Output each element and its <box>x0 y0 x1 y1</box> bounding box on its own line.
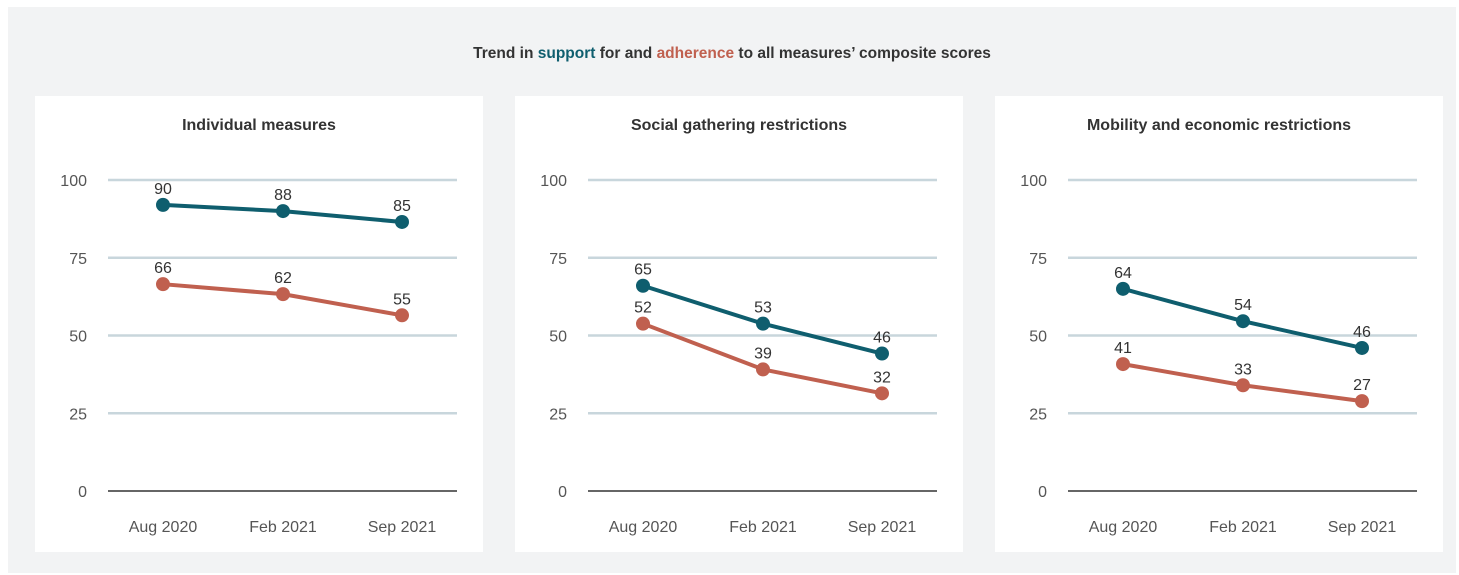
data-point-support <box>1355 340 1369 355</box>
panel-title: Social gathering restrictions <box>631 117 847 134</box>
data-label-support: 88 <box>274 187 292 204</box>
x-tick-label: Sep 2021 <box>1328 519 1397 536</box>
figure-title: Trend in support for and adherence to al… <box>8 45 1456 63</box>
y-tick-label: 50 <box>549 329 567 346</box>
data-point-adherence <box>756 362 770 377</box>
data-label-adherence: 66 <box>154 260 172 277</box>
data-label-adherence: 55 <box>393 291 411 308</box>
y-tick-label: 75 <box>1029 251 1047 268</box>
x-tick-label: Feb 2021 <box>249 519 317 536</box>
x-tick-label: Feb 2021 <box>729 519 797 536</box>
data-point-adherence <box>636 316 650 331</box>
y-tick-label: 25 <box>549 406 567 423</box>
x-tick-label: Sep 2021 <box>848 519 917 536</box>
chart-panel-social-gathering-restrictions: Social gathering restrictions 0 25 50 75 100 A… <box>515 96 963 552</box>
data-point-support <box>156 197 170 212</box>
y-tick-label: 50 <box>1029 329 1047 346</box>
y-tick-label: 0 <box>558 484 567 501</box>
data-label-support: 65 <box>634 262 652 279</box>
data-label-support: 46 <box>1353 324 1371 341</box>
title-keyword-adherence: adherence <box>656 45 735 62</box>
y-tick-label: 75 <box>549 251 567 268</box>
y-tick-label: 100 <box>1020 173 1047 190</box>
x-tick-label: Sep 2021 <box>368 519 437 536</box>
data-point-adherence <box>395 308 409 323</box>
y-tick-label: 25 <box>69 406 87 423</box>
data-label-adherence: 62 <box>274 270 292 287</box>
data-point-adherence <box>156 277 170 292</box>
y-tick-label: 0 <box>78 484 87 501</box>
data-point-adherence <box>276 287 290 302</box>
y-tick-label: 100 <box>540 173 567 190</box>
data-label-adherence: 41 <box>1114 340 1132 357</box>
data-point-support <box>756 316 770 331</box>
panel-title: Mobility and economic restrictions <box>1087 117 1351 134</box>
data-label-support: 53 <box>754 300 772 317</box>
y-tick-label: 25 <box>1029 406 1047 423</box>
title-part-3: for and <box>595 45 657 62</box>
chart-panel-mobility-economic-restrictions: Mobility and economic restrictions 0 25 50 7… <box>995 96 1443 552</box>
data-point-adherence <box>1236 378 1250 393</box>
data-point-adherence <box>1116 357 1130 372</box>
data-label-adherence: 27 <box>1353 377 1371 394</box>
x-tick-label: Aug 2020 <box>609 519 678 536</box>
title-part-5: to all measures’ composite scores <box>734 45 991 62</box>
data-label-support: 54 <box>1234 297 1252 314</box>
title-part-1: Trend in <box>473 45 538 62</box>
data-point-adherence <box>1355 394 1369 409</box>
data-label-support: 85 <box>393 198 411 215</box>
data-point-support <box>1236 314 1250 329</box>
data-label-support: 64 <box>1114 265 1132 282</box>
chart-svg-social-gathering-restrictions: Social gathering restrictions 0 25 50 75 100 A… <box>540 117 937 536</box>
chart-panel-individual-measures: Individual measures 0 25 50 75 100 Aug 2020 Feb… <box>35 96 483 552</box>
chart-svg-individual-measures: Individual measures 0 25 50 75 100 Aug 2020 Feb… <box>60 117 457 536</box>
data-label-adherence: 39 <box>754 345 772 362</box>
data-point-support <box>1116 281 1130 296</box>
y-tick-label: 100 <box>60 173 87 190</box>
y-tick-label: 0 <box>1038 484 1047 501</box>
data-label-support: 46 <box>873 330 891 347</box>
data-point-support <box>636 278 650 293</box>
data-point-support <box>395 214 409 229</box>
panel-title: Individual measures <box>182 117 336 134</box>
data-point-support <box>875 346 889 361</box>
x-tick-label: Aug 2020 <box>129 519 198 536</box>
data-point-adherence <box>875 386 889 401</box>
x-tick-label: Aug 2020 <box>1089 519 1158 536</box>
y-tick-label: 50 <box>69 329 87 346</box>
figure-background: Trend in support for and adherence to al… <box>8 7 1456 573</box>
y-tick-label: 75 <box>69 251 87 268</box>
data-label-adherence: 33 <box>1234 361 1252 378</box>
data-label-adherence: 52 <box>634 300 652 317</box>
data-label-adherence: 32 <box>873 369 891 386</box>
data-point-support <box>276 204 290 219</box>
title-keyword-support: support <box>537 45 596 62</box>
x-tick-label: Feb 2021 <box>1209 519 1277 536</box>
data-label-support: 90 <box>154 181 172 198</box>
chart-svg-mobility-economic-restrictions: Mobility and economic restrictions 0 25 50 7… <box>1020 117 1417 536</box>
